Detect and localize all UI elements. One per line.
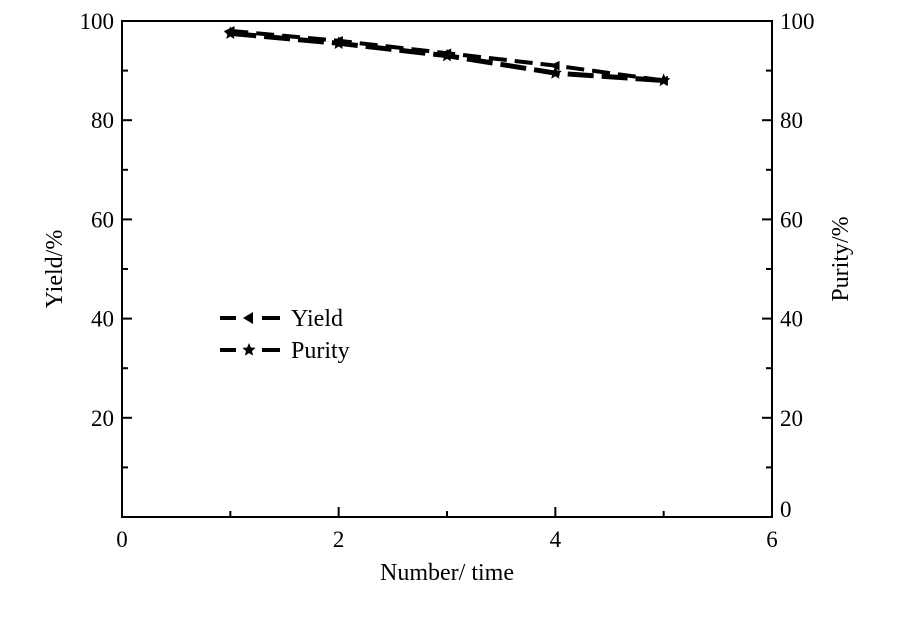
x-tick-label: 6 <box>766 527 778 552</box>
y-tick-label-left: 40 <box>91 307 114 332</box>
plot-frame <box>121 20 773 518</box>
y-tick-label-left: 60 <box>91 207 114 232</box>
purity-point-marker <box>440 48 454 62</box>
y-tick-label-left: 100 <box>80 9 115 34</box>
x-axis-title: Number/ time <box>380 560 514 586</box>
purity-point-marker <box>548 66 562 79</box>
y-tick-label-left: 80 <box>91 108 114 133</box>
x-tick-label: 4 <box>550 527 562 552</box>
x-tick-label: 2 <box>333 527 345 552</box>
y-axis-title-left: Yield/% <box>42 230 68 309</box>
y-tick-label-left: 20 <box>91 406 114 431</box>
series-purity <box>223 26 671 87</box>
y-tick-label-right: 40 <box>780 307 803 332</box>
x-tick-label: 0 <box>116 527 128 552</box>
legend: Yield Purity <box>220 306 350 364</box>
purity-point-marker <box>223 26 237 40</box>
series-layer <box>223 26 671 87</box>
legend-label: Yield <box>291 306 343 332</box>
y-tick-label-right: 0 <box>780 497 792 522</box>
yield-point-marker <box>549 60 560 71</box>
y-tick-label-right: 80 <box>780 108 803 133</box>
purity-point-marker <box>332 36 346 49</box>
y-axis-title-right: Purity/% <box>828 216 854 301</box>
axis-ticks: 0 2 4 6 20 40 60 80 100 0 20 40 60 80 100 <box>80 9 815 552</box>
legend-label: Purity <box>291 338 350 364</box>
legend-triangle-icon <box>243 312 253 324</box>
y-tick-label-right: 20 <box>780 406 803 431</box>
legend-item-purity: Purity <box>220 338 350 364</box>
legend-item-yield: Yield <box>220 306 343 332</box>
legend-star-icon <box>242 343 256 356</box>
y-tick-label-right: 60 <box>780 207 803 232</box>
y-tick-label-right: 100 <box>780 9 815 34</box>
purity-point-marker <box>657 73 671 87</box>
